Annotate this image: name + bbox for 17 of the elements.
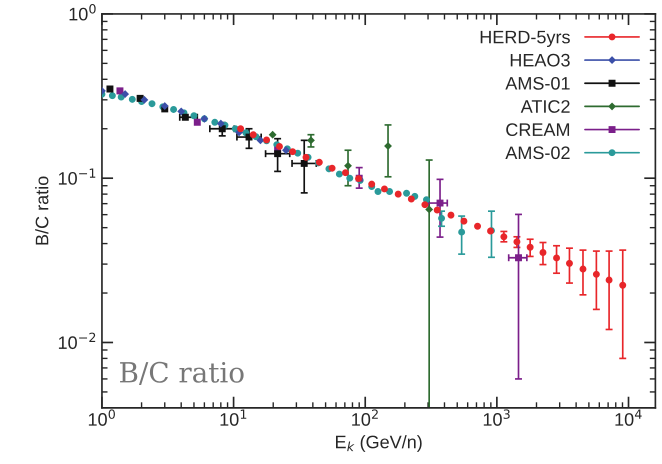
y-tick-label: 10$^{−2}$	[58, 332, 96, 350]
legend-label: AMS-02	[505, 146, 570, 160]
y-axis-title: B/C ratio	[35, 176, 48, 245]
legend-label: ATIC2	[520, 100, 570, 113]
legend-label: AMS-01	[505, 76, 570, 90]
annotation: B/C ratio	[120, 362, 244, 385]
y-tick-label: 10$^{0}$	[70, 4, 96, 20]
legend-label: CREAM	[506, 123, 570, 136]
legend-label: HEAO3	[510, 54, 570, 67]
x-axis-title: E$_{k}$ (GeV/n)	[336, 435, 422, 452]
x-tick-label: 10$^{4}$	[615, 410, 642, 426]
x-tick-label: 10$^{2}$	[352, 409, 378, 426]
legend-label: HERD-5yrs	[480, 30, 570, 47]
y-tick-label: 10$^{−1}$	[58, 168, 96, 185]
x-tick-label: 10$^{1}$	[220, 410, 246, 426]
x-tick-label: 10$^{3}$	[484, 409, 510, 426]
x-tick-label: 10$^{0}$	[88, 409, 115, 426]
